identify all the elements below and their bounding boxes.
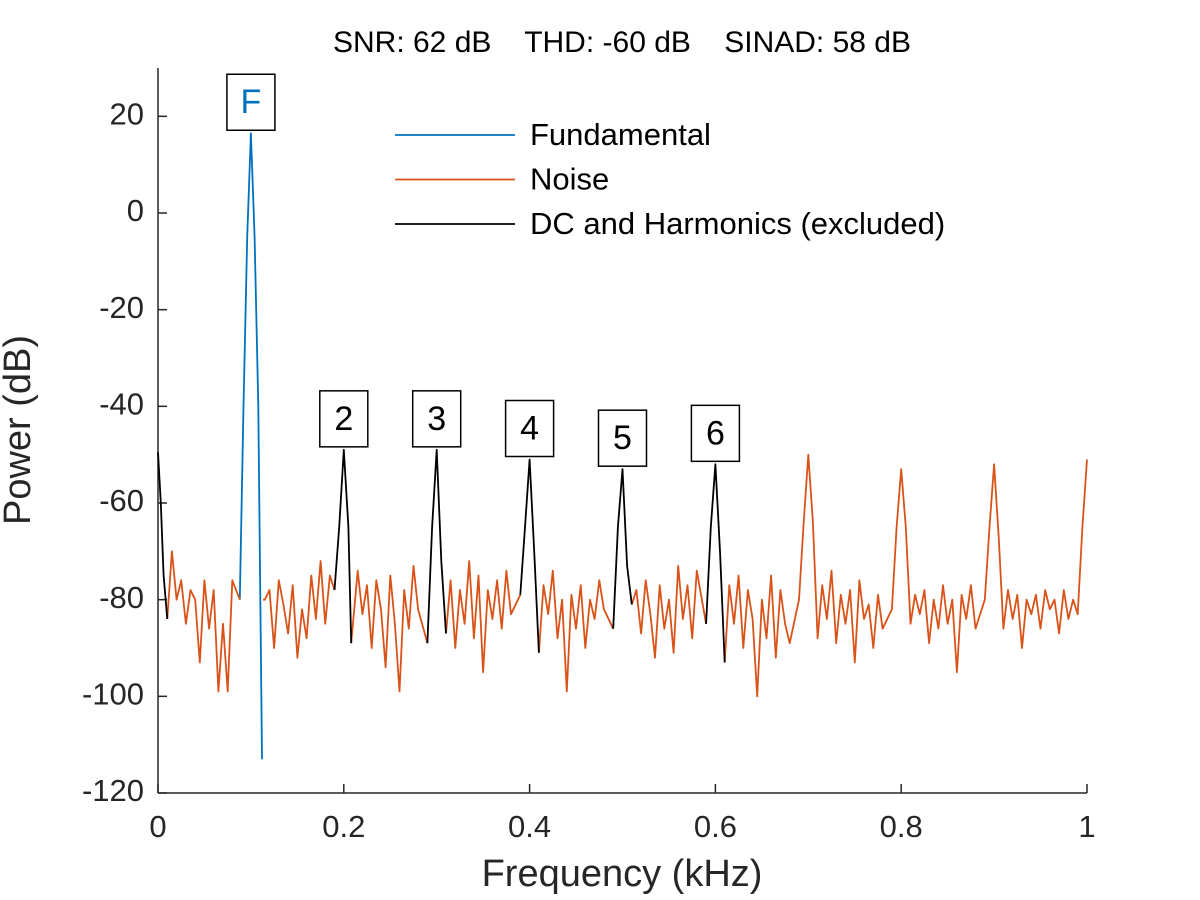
x-tick-label: 0.6 (694, 809, 737, 844)
peak-label-box (504, 399, 555, 458)
peak-label: 5 (613, 419, 632, 457)
chart-title: SNR: 62 dB THD: -60 dB SINAD: 58 dB (333, 26, 911, 59)
peak-label-box (226, 73, 276, 131)
series-line (157, 448, 726, 663)
y-tick-label: 20 (110, 97, 144, 132)
peak-label: 6 (706, 414, 725, 452)
x-tick-label: 0 (149, 809, 166, 844)
peak-label: F (241, 83, 262, 121)
x-tick-label: 0.8 (880, 809, 923, 844)
y-tick-label: -60 (99, 483, 144, 518)
legend-label: Noise (530, 162, 609, 197)
peak-label: 4 (520, 409, 539, 447)
peak-label-box (411, 390, 462, 448)
peak-label: 2 (334, 400, 353, 438)
peak-label-box (690, 404, 741, 463)
x-tick-label: 1 (1078, 809, 1095, 844)
peak-label: 3 (427, 400, 446, 438)
y-tick-label: -20 (99, 290, 144, 325)
y-tick-label: 0 (127, 193, 144, 228)
peak-label-box (597, 409, 648, 467)
x-tick-label: 0.4 (508, 809, 551, 844)
y-tick-label: -40 (99, 387, 144, 422)
y-tick-label: -120 (82, 773, 144, 808)
y-tick-label: -100 (82, 677, 144, 712)
legend-label: Fundamental (530, 117, 711, 152)
x-tick-label: 0.2 (322, 809, 365, 844)
legend-label: DC and Harmonics (excluded) (530, 206, 945, 241)
series-line (238, 132, 263, 760)
series-line (166, 453, 1088, 698)
x-axis-label: Frequency (kHz) (482, 853, 763, 895)
y-axis-label: Power (dB) (0, 335, 39, 525)
y-tick-label: -80 (99, 580, 144, 615)
peak-label-box (319, 390, 369, 448)
